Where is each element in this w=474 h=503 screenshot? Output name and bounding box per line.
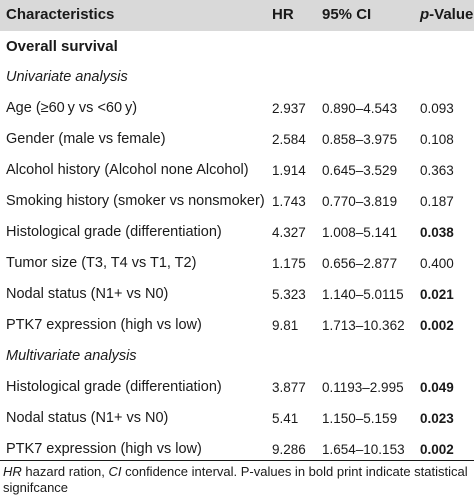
- row-p-value: 0.049: [420, 380, 454, 395]
- row-label: Nodal status (N1+ vs N0): [6, 410, 169, 426]
- row-label: Gender (male vs female): [6, 131, 166, 147]
- table-header: Characteristics HR 95% CI p-Value: [0, 0, 474, 31]
- row-p-value: 0.108: [420, 132, 454, 147]
- row-ci-value: 0.858–3.975: [322, 132, 398, 147]
- table-bottom-rule: [0, 460, 474, 461]
- row-ci-value: 1.713–10.362: [322, 318, 405, 333]
- row-hr-value: 3.877: [272, 380, 306, 395]
- row-p-value: 0.002: [420, 318, 454, 333]
- row-ci-value: 0.890–4.543: [322, 101, 398, 116]
- section-title: Overall survival: [6, 38, 118, 55]
- row-hr-value: 4.327: [272, 225, 306, 240]
- multivariate-rows: Histological grade (differentiation) 3.87…: [0, 372, 474, 465]
- row-hr-value: 1.914: [272, 163, 306, 178]
- row-label: Alcohol history (Alcohol none Alcohol): [6, 162, 249, 178]
- row-ci-value: 0.770–3.819: [322, 194, 398, 209]
- table-row: Nodal status (N1+ vs N0) 5.323 1.140–5.011…: [0, 279, 474, 310]
- row-label: Tumor size (T3, T4 vs T1, T2): [6, 255, 197, 271]
- row-p-value: 0.038: [420, 225, 454, 240]
- footnote-ci-abbr: CI: [108, 464, 122, 479]
- row-ci-value: 0.1193–2.995: [322, 380, 404, 395]
- table-footnote: HR hazard ration, CI confidence interval…: [3, 464, 471, 496]
- row-p-value: 0.363: [420, 163, 454, 178]
- row-hr-value: 5.41: [272, 411, 299, 426]
- table-row: Histological grade (differentiation) 3.87…: [0, 372, 474, 403]
- subsection-row-multivariate: Multivariate analysis: [0, 341, 474, 372]
- row-label: Smoking history (smoker vs nonsmoker): [6, 193, 265, 209]
- row-ci-value: 1.140–5.0115: [322, 287, 404, 302]
- row-p-value: 0.093: [420, 101, 454, 116]
- header-hr: HR: [272, 6, 294, 23]
- multivariate-title: Multivariate analysis: [6, 348, 137, 364]
- row-label: Age (≥60 y vs <60 y): [6, 100, 138, 116]
- row-label: PTK7 expression (high vs low): [6, 441, 202, 457]
- univariate-rows: Age (≥60 y vs <60 y) 2.937 0.890–4.543 0.09…: [0, 93, 474, 341]
- footnote-hr-abbr: HR: [3, 464, 22, 479]
- row-ci-value: 1.150–5.159: [322, 411, 398, 426]
- header-p-value: p-Value: [420, 6, 473, 23]
- footnote-hr-text: hazard ration,: [21, 464, 109, 479]
- row-hr-value: 2.584: [272, 132, 306, 147]
- univariate-title: Univariate analysis: [6, 69, 128, 85]
- table-row: PTK7 expression (high vs low) 9.286 1.654–…: [0, 434, 474, 465]
- row-hr-value: 1.175: [272, 256, 306, 271]
- table-row: Alcohol history (Alcohol none Alcohol) 1.…: [0, 155, 474, 186]
- row-ci-value: 0.656–2.877: [322, 256, 398, 271]
- subsection-row-univariate: Univariate analysis: [0, 62, 474, 93]
- header-characteristics: Characteristics: [6, 6, 115, 23]
- row-hr-value: 5.323: [272, 287, 306, 302]
- row-ci-value: 1.008–5.141: [322, 225, 398, 240]
- footnote-ci-text: confidence interval. P-values in bold pr…: [3, 464, 468, 495]
- row-ci-value: 1.654–10.153: [322, 442, 405, 457]
- results-table: Characteristics HR 95% CI p-Value Overal…: [0, 0, 474, 465]
- table-row: Nodal status (N1+ vs N0) 5.41 1.150–5.159 0…: [0, 403, 474, 434]
- row-hr-value: 9.81: [272, 318, 299, 333]
- row-p-value: 0.400: [420, 256, 454, 271]
- row-p-value: 0.187: [420, 194, 454, 209]
- row-label: Histological grade (differentiation): [6, 224, 222, 240]
- section-row-overall-survival: Overall survival: [0, 31, 474, 62]
- table-row: Age (≥60 y vs <60 y) 2.937 0.890–4.543 0.09…: [0, 93, 474, 124]
- row-p-value: 0.023: [420, 411, 454, 426]
- row-hr-value: 2.937: [272, 101, 306, 116]
- header-p-suffix: -Value: [429, 6, 474, 23]
- header-ci: 95% CI: [322, 6, 372, 23]
- table-row: Gender (male vs female) 2.584 0.858–3.975 0…: [0, 124, 474, 155]
- row-ci-value: 0.645–3.529: [322, 163, 398, 178]
- row-p-value: 0.021: [420, 287, 454, 302]
- header-p-prefix: p: [420, 6, 430, 23]
- row-label: Nodal status (N1+ vs N0): [6, 286, 169, 302]
- row-hr-value: 1.743: [272, 194, 306, 209]
- table-row: Histological grade (differentiation) 4.32…: [0, 217, 474, 248]
- table-row: Tumor size (T3, T4 vs T1, T2) 1.175 0.656–…: [0, 248, 474, 279]
- table-row: Smoking history (smoker vs nonsmoker) 1.7…: [0, 186, 474, 217]
- row-hr-value: 9.286: [272, 442, 306, 457]
- table-row: PTK7 expression (high vs low) 9.81 1.713–1…: [0, 310, 474, 341]
- row-p-value: 0.002: [420, 442, 454, 457]
- row-label: PTK7 expression (high vs low): [6, 317, 202, 333]
- row-label: Histological grade (differentiation): [6, 379, 222, 395]
